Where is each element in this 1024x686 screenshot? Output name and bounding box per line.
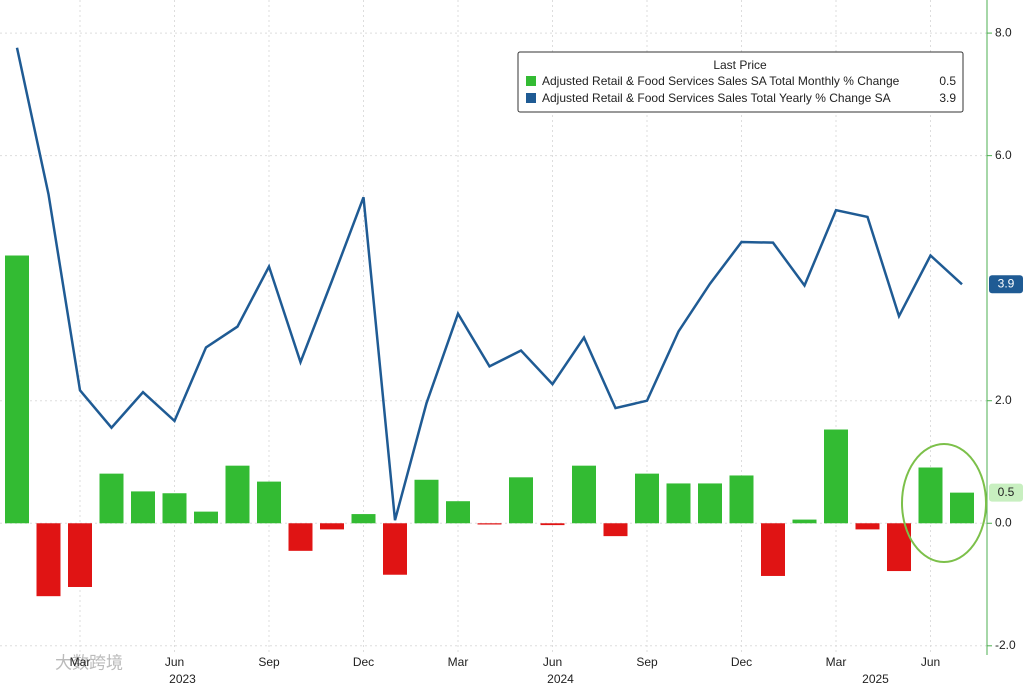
- value-tag-label: 0.5: [998, 485, 1015, 499]
- bar: [99, 473, 124, 524]
- x-tick-label: Mar: [826, 655, 847, 669]
- x-year-label: 2025: [862, 672, 889, 686]
- bar: [950, 492, 974, 524]
- legend-title: Last Price: [713, 58, 767, 72]
- bar: [162, 493, 187, 524]
- bar: [131, 491, 155, 524]
- bar: [509, 477, 533, 524]
- bar: [855, 523, 880, 530]
- bar: [477, 523, 502, 525]
- legend-value: 0.5: [939, 74, 956, 88]
- bar: [792, 519, 817, 524]
- legend-box: [517, 51, 964, 113]
- plot: [5, 47, 974, 597]
- x-tick-label: Jun: [165, 655, 184, 669]
- y-tick-label: 2.0: [995, 393, 1012, 407]
- bar: [194, 511, 218, 524]
- y-tick-label: 8.0: [995, 25, 1012, 39]
- bar: [320, 523, 344, 530]
- bar: [572, 465, 596, 524]
- x-tick-label: Jun: [543, 655, 562, 669]
- bar: [824, 429, 848, 524]
- x-tick-label: Sep: [258, 655, 280, 669]
- bar: [68, 523, 92, 587]
- y-tick-label: -2.0: [995, 638, 1016, 652]
- bar: [666, 483, 691, 524]
- x-tick-label: Dec: [731, 655, 752, 669]
- x-tick-label: Jun: [921, 655, 940, 669]
- bar: [225, 465, 250, 524]
- bar: [446, 501, 470, 524]
- legend-label: Adjusted Retail & Food Services Sales SA…: [542, 74, 900, 88]
- bar: [698, 483, 722, 524]
- bar: [36, 523, 61, 597]
- x-tick-label: Mar: [448, 655, 469, 669]
- legend-swatch: [526, 93, 536, 103]
- bar: [288, 523, 313, 551]
- y-tick-label: 0.0: [995, 515, 1012, 529]
- x-year-label: 2023: [169, 672, 196, 686]
- value-tag: [989, 483, 1023, 502]
- x-tick-label: Mar: [70, 655, 91, 669]
- value-tag-label: 3.9: [998, 276, 1015, 290]
- bar: [729, 475, 754, 524]
- y-tick-label: 6.0: [995, 148, 1012, 162]
- x-tick-label: Sep: [636, 655, 658, 669]
- bar: [761, 523, 785, 576]
- value-tag: [989, 275, 1023, 294]
- x-tick-label: Dec: [353, 655, 374, 669]
- bar: [540, 523, 565, 526]
- bar: [383, 523, 407, 575]
- legend: Last Price Adjusted Retail & Food Servic…: [517, 51, 964, 113]
- highlight-ellipse: [901, 443, 987, 563]
- legend-value: 3.9: [939, 91, 956, 105]
- watermark: 大数跨境: [55, 653, 123, 672]
- x-year-label: 2024: [547, 672, 574, 686]
- bar: [351, 514, 376, 524]
- bar: [635, 473, 659, 524]
- bar: [5, 255, 29, 524]
- bar: [257, 481, 281, 524]
- line: [15, 47, 963, 521]
- legend-label: Adjusted Retail & Food Services Sales To…: [542, 91, 891, 105]
- legend-swatch: [526, 76, 536, 86]
- bar: [414, 479, 439, 524]
- bar: [918, 467, 943, 524]
- bar: [603, 523, 628, 537]
